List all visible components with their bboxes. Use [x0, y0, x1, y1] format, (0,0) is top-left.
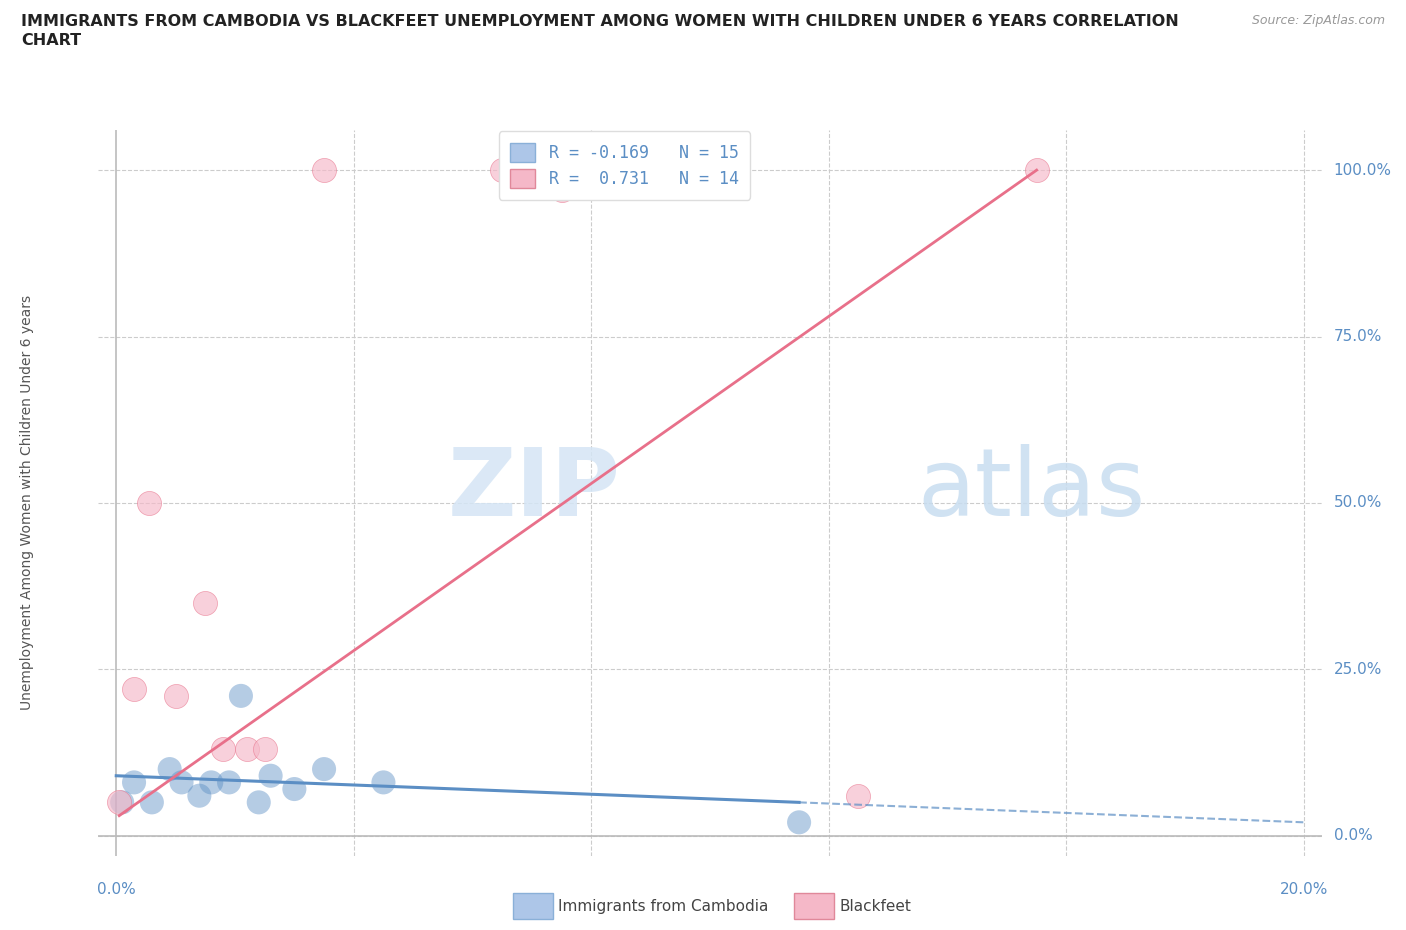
- Point: [212, 742, 235, 757]
- Text: Unemployment Among Women with Children Under 6 years: Unemployment Among Women with Children U…: [20, 296, 34, 711]
- Point: [138, 496, 160, 511]
- Text: 75.0%: 75.0%: [1333, 329, 1382, 344]
- Text: 20.0%: 20.0%: [1279, 883, 1329, 897]
- Point: [581, 163, 603, 178]
- Point: [491, 163, 513, 178]
- Text: 100.0%: 100.0%: [1333, 163, 1392, 178]
- Point: [312, 762, 335, 777]
- Text: 0.0%: 0.0%: [1333, 828, 1372, 844]
- Point: [218, 775, 240, 790]
- Point: [236, 742, 259, 757]
- Text: 50.0%: 50.0%: [1333, 496, 1382, 511]
- Point: [159, 762, 181, 777]
- Text: Source: ZipAtlas.com: Source: ZipAtlas.com: [1251, 14, 1385, 27]
- Point: [550, 182, 572, 197]
- Point: [787, 815, 810, 830]
- Text: 0.0%: 0.0%: [97, 883, 135, 897]
- Point: [312, 163, 335, 178]
- Point: [373, 775, 395, 790]
- Point: [165, 688, 187, 703]
- Point: [141, 795, 163, 810]
- Point: [122, 775, 145, 790]
- Point: [188, 789, 211, 804]
- Legend: R = -0.169   N = 15, R =  0.731   N = 14: R = -0.169 N = 15, R = 0.731 N = 14: [499, 131, 751, 200]
- Point: [247, 795, 270, 810]
- Point: [170, 775, 193, 790]
- Text: Immigrants from Cambodia: Immigrants from Cambodia: [558, 899, 769, 914]
- Point: [229, 688, 252, 703]
- Point: [111, 795, 134, 810]
- Text: Blackfeet: Blackfeet: [839, 899, 911, 914]
- Text: IMMIGRANTS FROM CAMBODIA VS BLACKFEET UNEMPLOYMENT AMONG WOMEN WITH CHILDREN UND: IMMIGRANTS FROM CAMBODIA VS BLACKFEET UN…: [21, 14, 1178, 29]
- Point: [848, 789, 870, 804]
- Point: [1025, 163, 1047, 178]
- Point: [259, 768, 281, 783]
- Text: 25.0%: 25.0%: [1333, 662, 1382, 677]
- Point: [283, 781, 305, 796]
- Point: [253, 742, 276, 757]
- Point: [108, 795, 131, 810]
- Text: atlas: atlas: [918, 444, 1146, 536]
- Text: CHART: CHART: [21, 33, 82, 47]
- Point: [194, 595, 217, 610]
- Text: ZIP: ZIP: [449, 444, 621, 536]
- Point: [200, 775, 222, 790]
- Point: [122, 682, 145, 697]
